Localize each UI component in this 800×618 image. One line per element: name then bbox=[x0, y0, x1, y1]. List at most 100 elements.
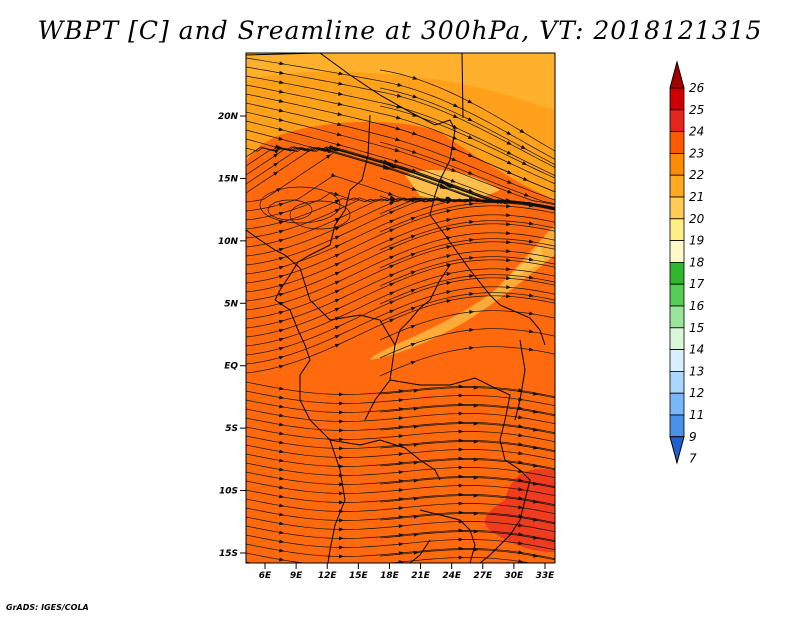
country-borders bbox=[246, 53, 546, 563]
streamline-arrow bbox=[278, 355, 285, 360]
grads-credit: GrADS: IGES/COLA bbox=[6, 603, 89, 612]
streamline-arrow bbox=[338, 71, 344, 76]
streamline bbox=[246, 268, 555, 347]
streamline-arrow bbox=[339, 419, 345, 424]
streamline-arrow bbox=[413, 514, 419, 519]
streamline-arrow bbox=[278, 220, 285, 225]
streamline-arrow bbox=[469, 202, 475, 207]
colorbar-segment bbox=[669, 414, 685, 438]
streamline-arrow bbox=[528, 293, 535, 298]
streamline-arrow bbox=[446, 209, 452, 214]
colorbar-segment bbox=[669, 392, 685, 416]
streamline-arrow bbox=[398, 398, 404, 403]
streamline-arrow bbox=[382, 165, 389, 170]
streamline-arrow bbox=[410, 270, 417, 275]
streamline-arrow bbox=[469, 256, 475, 261]
streamline-arrow bbox=[506, 222, 512, 227]
streamline-arrow bbox=[337, 91, 344, 96]
lat-tick-label: 10S bbox=[219, 487, 238, 497]
streamline bbox=[246, 102, 555, 201]
streamline-arrow bbox=[410, 234, 417, 239]
streamline-arrow bbox=[278, 346, 285, 351]
streamline bbox=[379, 346, 555, 377]
streamline-arrow bbox=[473, 403, 479, 408]
streamline-arrow bbox=[506, 130, 512, 136]
streamline-arrow bbox=[398, 542, 404, 547]
streamline-arrow bbox=[469, 328, 475, 333]
streamline-arrow bbox=[273, 171, 279, 176]
streamline bbox=[246, 295, 555, 374]
colorbar-label: 22 bbox=[689, 168, 704, 182]
lon-tick-label: 33E bbox=[536, 571, 556, 581]
streamline-arrow bbox=[278, 319, 285, 324]
streamline-arrow bbox=[473, 529, 479, 534]
streamline bbox=[379, 459, 555, 471]
streamline-arrow bbox=[458, 483, 464, 488]
colorbar-label: 21 bbox=[689, 190, 704, 204]
streamline-arrow bbox=[398, 506, 404, 511]
streamline-arrow bbox=[398, 416, 404, 421]
streamline-arrow bbox=[279, 440, 285, 445]
streamline-arrow bbox=[398, 434, 404, 439]
streamline-arrow bbox=[279, 503, 285, 508]
colorbar-segment bbox=[669, 152, 685, 176]
circulation-loop bbox=[267, 199, 313, 221]
latitude-axis: 20N 15N 10N 5N EQ 5S 10S 15S bbox=[218, 112, 246, 559]
streamline-arrow bbox=[532, 553, 539, 558]
streamline bbox=[379, 310, 555, 341]
streamline-arrow bbox=[339, 392, 345, 397]
streamline-arrow bbox=[389, 246, 395, 251]
streamline-arrow bbox=[334, 262, 341, 267]
streamline-arrow bbox=[473, 475, 479, 480]
streamline-arrow bbox=[528, 329, 535, 334]
streamline-arrow bbox=[446, 299, 452, 304]
streamline-arrow bbox=[506, 267, 512, 272]
streamline-arrow bbox=[339, 464, 345, 469]
streamline-arrow bbox=[469, 292, 475, 297]
streamline-arrow bbox=[522, 176, 529, 181]
streamline-arrow bbox=[339, 500, 345, 505]
streamline-arrow bbox=[333, 191, 340, 196]
lon-tick-label: 30E bbox=[505, 571, 525, 581]
colorbar-segment bbox=[669, 349, 685, 372]
colorbar-label: 13 bbox=[689, 364, 704, 378]
streamline-arrow bbox=[556, 208, 561, 212]
streamline-arrow bbox=[338, 81, 344, 86]
streamline-arrow bbox=[521, 161, 528, 166]
streamline-arrow bbox=[528, 239, 535, 244]
streamline-arrow bbox=[467, 153, 474, 157]
streamline-arrow bbox=[468, 197, 474, 202]
streamline-arrow bbox=[389, 237, 395, 242]
streamline-arrow bbox=[410, 306, 417, 311]
streamline-arrow bbox=[528, 203, 535, 208]
streamline-arrow bbox=[518, 505, 524, 510]
streamline-arrow bbox=[278, 108, 285, 113]
colorbar-label: 16 bbox=[689, 299, 705, 313]
colorbar: 26 25 24 23 22 21 20 19 18 17 16 15 14 13 12 11 9 7 bbox=[669, 60, 705, 466]
streamline-arrow bbox=[411, 186, 417, 191]
streamline-arrow bbox=[518, 559, 524, 563]
streamline-arrow bbox=[446, 281, 452, 286]
map-title: WBPT [C] and Sreamline at 300hPa, VT: 20… bbox=[37, 16, 763, 45]
streamline-arrow bbox=[467, 135, 474, 140]
streamline-arrow bbox=[410, 252, 417, 257]
streamline-arrow bbox=[458, 465, 464, 470]
streamline-arrow bbox=[334, 271, 341, 276]
streamline-arrow bbox=[389, 228, 395, 233]
streamline-arrow bbox=[468, 170, 474, 175]
streamline-arrow bbox=[413, 550, 419, 555]
streamline-arrow bbox=[394, 158, 400, 163]
streamline-arrow bbox=[339, 545, 345, 550]
streamline-arrow bbox=[279, 422, 285, 427]
streamline-arrow bbox=[325, 154, 332, 159]
streamline-arrow bbox=[279, 521, 285, 526]
streamline-arrow bbox=[398, 470, 404, 475]
streamline-arrow bbox=[336, 132, 343, 137]
streamline-arrow bbox=[518, 433, 524, 438]
streamline bbox=[246, 197, 555, 257]
streamline bbox=[379, 495, 555, 507]
colorbar-segment bbox=[669, 283, 685, 307]
streamline-arrow bbox=[278, 229, 285, 234]
streamline-arrow bbox=[413, 478, 419, 483]
streamline-arrow bbox=[439, 184, 446, 189]
